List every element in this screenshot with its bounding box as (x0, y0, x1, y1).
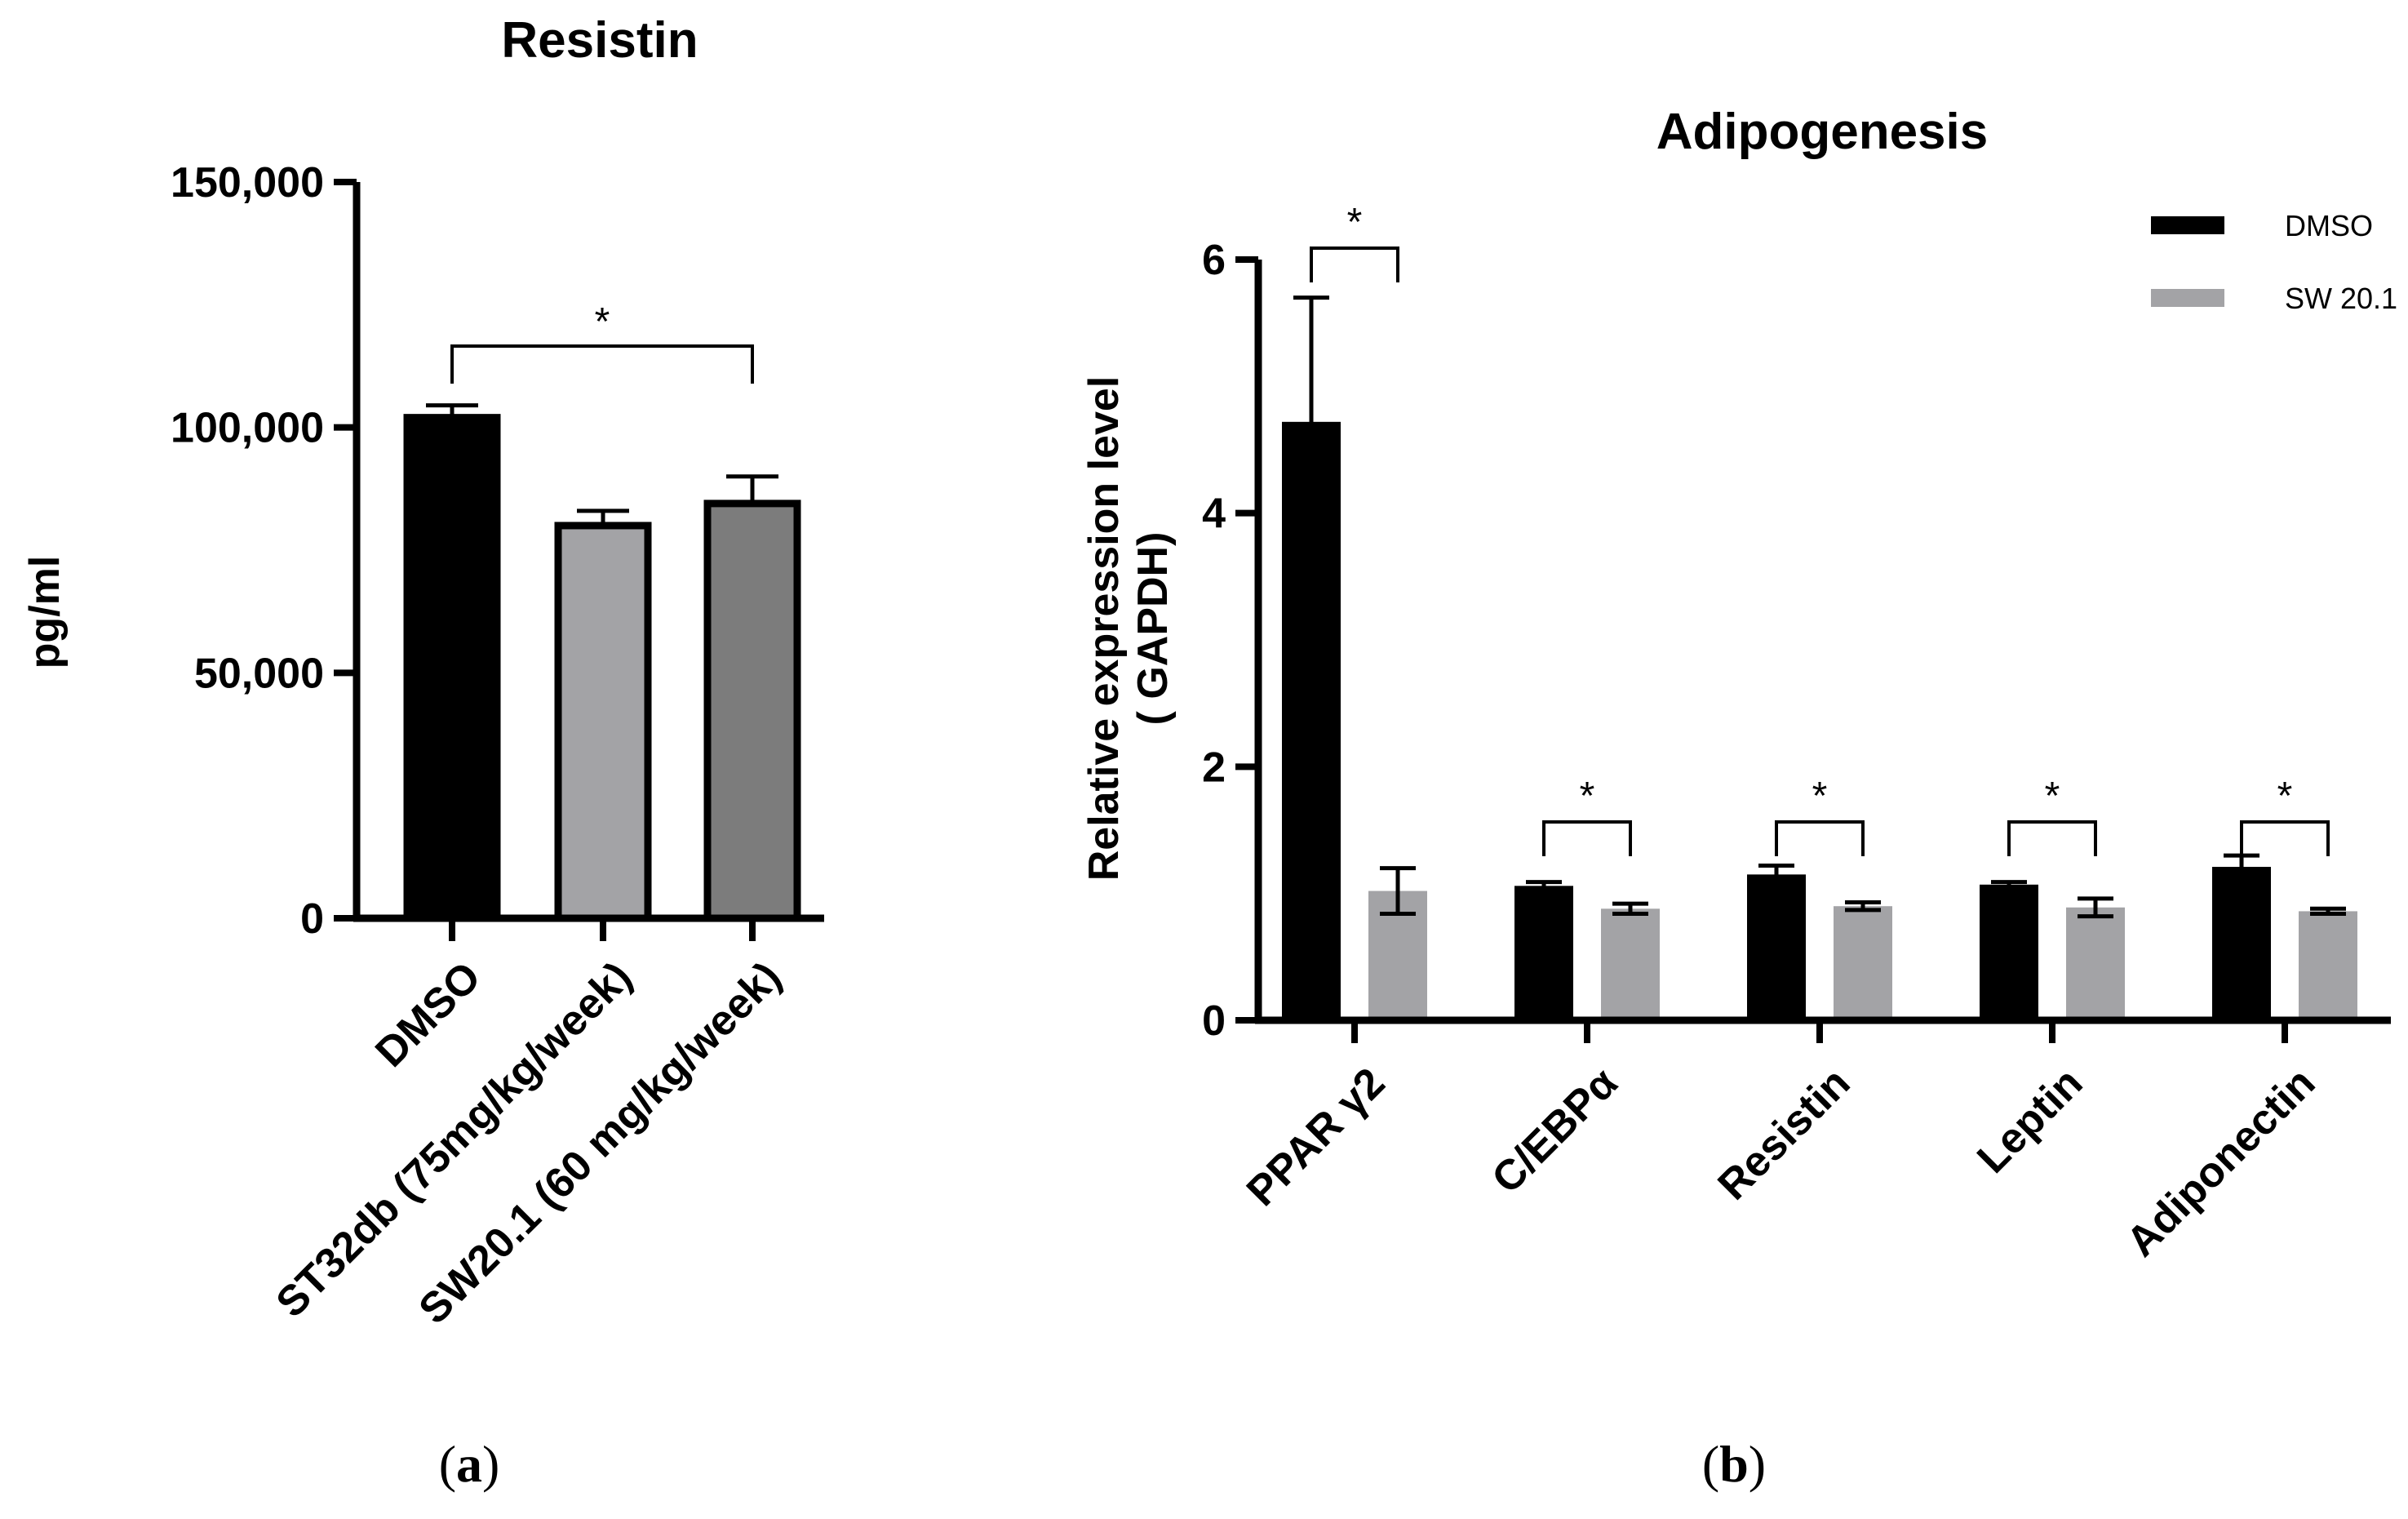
y-tick-label: 0 (1202, 997, 1226, 1045)
bar-adiponectin-dmso (2212, 867, 2271, 1020)
y-tick-label: 6 (1202, 237, 1226, 284)
legend-label-dmso: DMSO (2285, 209, 2373, 242)
x-tick-label-leptin: Leptin (1968, 1059, 2091, 1182)
bar-leptin-dmso (1980, 884, 2038, 1020)
y-tick-label: 100,000 (171, 405, 324, 452)
y-tick-label: 0 (300, 895, 324, 943)
significance-star: * (595, 300, 610, 344)
significance-star: * (1812, 775, 1828, 818)
legend-label-sw201: SW 20.1 (2285, 282, 2397, 315)
bar-dmso (403, 414, 501, 922)
bar-c-ebp-dmso (1514, 886, 1573, 1020)
panel-a-label: (a) (439, 1435, 500, 1493)
significance-star: * (1580, 775, 1595, 818)
y-tick-label: 4 (1202, 491, 1226, 538)
y-tick-label: 150,000 (171, 159, 324, 207)
x-tick-label-adiponectin: Adiponectin (2118, 1059, 2324, 1265)
y-tick-label: 2 (1202, 744, 1226, 791)
chart-b-ylabel-line1: Relative expression level (1080, 376, 1128, 882)
panel-b-adipogenesis-chart: Adipogenesis Relative expression level (… (1080, 104, 2397, 1493)
bar-sw20-1-60-mg-kg-week (703, 500, 801, 922)
significance-bracket (1542, 820, 1632, 856)
bar-resistin-sw-20-1 (1834, 906, 1892, 1020)
significance-bracket (2240, 820, 2330, 856)
legend-swatch-dmso (2151, 216, 2224, 234)
significance-bracket (1775, 820, 1865, 856)
x-tick-label-resistin: Resistin (1709, 1059, 1859, 1209)
significance-star: * (2277, 775, 2293, 818)
chart-b-title: Adipogenesis (1656, 104, 1989, 160)
significance-bracket (1310, 247, 1399, 282)
chart-a-ylabel: pg/ml (21, 556, 69, 669)
significance-star: * (1347, 201, 1363, 244)
bar-leptin-sw-20-1 (2066, 907, 2125, 1020)
chart-a-title: Resistin (501, 12, 698, 69)
panel-a-resistin-chart: Resistin pg/ml 0 50,000 100,000 150,000 * D… (21, 12, 824, 1493)
legend-swatch-sw201 (2151, 289, 2224, 307)
y-tick-label: 50,000 (194, 650, 324, 697)
chart-b-legend: DMSO SW 20.1 (2151, 209, 2397, 315)
x-tick-label-c-ebp: C/EBPα (1483, 1059, 1626, 1202)
panel-b-label: (b) (1702, 1435, 1766, 1493)
x-tick-label-dmso: DMSO (366, 953, 490, 1076)
significance-star: * (2045, 775, 2060, 818)
chart-b-ylabel-line2: ( GAPDH) (1129, 532, 1177, 726)
significance-bracket (450, 344, 754, 384)
bar-c-ebp-sw-20-1 (1601, 908, 1660, 1020)
significance-bracket (2007, 820, 2097, 856)
bar-adiponectin-sw-20-1 (2299, 911, 2357, 1020)
bar-st32db-75mg-kg-week (554, 522, 652, 922)
x-tick-label-ppar-2: PPAR γ2 (1238, 1059, 1395, 1215)
bar-resistin-dmso (1747, 874, 1806, 1020)
